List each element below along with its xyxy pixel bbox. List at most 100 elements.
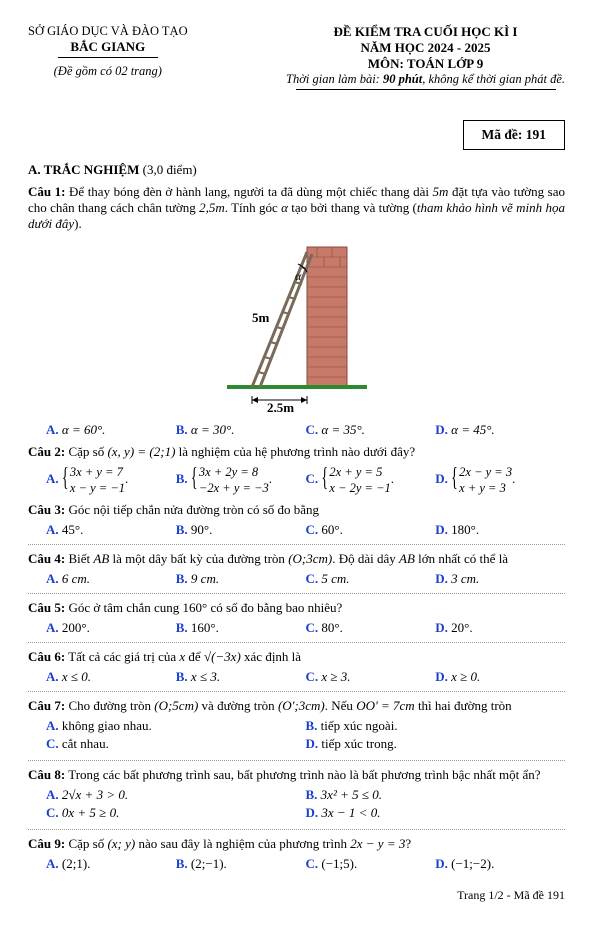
q7-t1: Cho đường tròn [68,698,154,713]
exam-title: ĐỀ KIỂM TRA CUỐI HỌC KÌ I [286,24,565,40]
q9-t2: nào sau đây là nghiệm của phương trình [135,836,350,851]
q9-opt-c: C. (−1;5). [306,856,436,872]
q7-t3: . Nếu [325,698,356,713]
q4-label: Câu 4: [28,551,65,566]
q1-len: 5m [433,184,449,199]
header-left: SỞ GIÁO DỤC VÀ ĐÀO TẠO BẮC GIANG (Đề gồm… [28,24,188,90]
q6-opt-d: D. x ≥ 0. [435,669,565,685]
time-prefix: Thời gian làm bài: [286,72,380,86]
question-3: Câu 3: Góc nội tiếp chắn nửa đường tròn … [28,502,565,518]
q9-opt-a: A. (2;1). [46,856,176,872]
q6-opt-b: B. x ≤ 3. [176,669,306,685]
q6-expr: √(−3x) [204,649,241,664]
page-footer: Trang 1/2 - Mã đề 191 [28,888,565,903]
q4-ab: AB [93,551,109,566]
q4-opt-c: C. 5 cm. [306,571,436,587]
q7-d: OO' = 7cm [356,698,415,713]
header-left-underline [58,57,158,58]
q7-opt-c: C. cắt nhau. [46,736,306,752]
page-header: SỞ GIÁO DỤC VÀ ĐÀO TẠO BẮC GIANG (Đề gồm… [28,24,565,90]
q1-options: A. α = 60°. B. α = 30°. C. α = 35°. D. α… [46,422,565,438]
q2-label: Câu 2: [28,444,65,459]
q9-options: A. (2;1). B. (2;−1). C. (−1;5). D. (−1;−… [46,856,565,872]
q4-opt-d: D. 3 cm. [435,571,565,587]
q5-text: Góc ở tâm chắn cung 160° có số đo bằng b… [68,600,342,615]
question-1: Câu 1: Để thay bóng đèn ở hành lang, ngư… [28,184,565,232]
q3-label: Câu 3: [28,502,65,517]
q1-opt-d: D. α = 45°. [435,422,565,438]
section-a-points: (3,0 điểm) [143,162,197,177]
q5-opt-a: A. 200°. [46,620,176,636]
q1-t3: . Tính góc [225,200,281,215]
province: BẮC GIANG [28,39,188,55]
q9-opt-b: B. (2;−1). [176,856,306,872]
q2-t1: Cặp số [68,444,107,459]
ladder-figure: α 5m 2,5m [28,242,565,412]
q4-opt-a: A. 6 cm. [46,571,176,587]
q9-label: Câu 9: [28,836,65,851]
section-a-heading: A. TRẮC NGHIỆM (3,0 điểm) [28,162,565,178]
q7-opt-b: B. tiếp xúc ngoài. [306,718,566,734]
q1-alpha: α [281,200,288,215]
q7-c1: (O;5cm) [154,698,198,713]
q8-opt-a: A. 2√x + 3 > 0. [46,787,306,803]
q7-opt-a: A. không giao nhau. [46,718,306,734]
q3-options: A. 45°. B. 90°. C. 60°. D. 180°. [46,522,565,538]
q1-label: Câu 1: [28,184,65,199]
q9-pair: (x; y) [107,836,135,851]
time-suffix: , không kể thời gian phát đề. [422,72,565,86]
q5-options: A. 200°. B. 160°. C. 80°. D. 20°. [46,620,565,636]
q1-opt-b: B. α = 30°. [176,422,306,438]
q1-opt-c: C. α = 35°. [306,422,436,438]
q2-pair: (x, y) = (2;1) [107,444,175,459]
divider [28,829,565,830]
dept-line: SỞ GIÁO DỤC VÀ ĐÀO TẠO [28,24,188,39]
q3-opt-b: B. 90°. [176,522,306,538]
q7-opt-d: D. tiếp xúc trong. [306,736,566,752]
q1-base: 2,5m [199,200,225,215]
time-line: Thời gian làm bài: 90 phút, không kể thờ… [286,72,565,87]
q5-opt-c: C. 80°. [306,620,436,636]
q7-t2: và đường tròn [198,698,278,713]
q2-options: A. 3x + y = 7x − y = −1. B. 3x + 2y = 8−… [46,464,565,496]
question-8: Câu 8: Trong các bất phương trình sau, b… [28,767,565,783]
ladder-svg: α 5m 2,5m [222,242,372,412]
divider [28,691,565,692]
q4-opt-b: B. 9 cm. [176,571,306,587]
question-6: Câu 6: Tất cả các giá trị của x để √(−3x… [28,649,565,665]
q6-t3: xác định là [241,649,301,664]
question-5: Câu 5: Góc ở tâm chắn cung 160° có số đo… [28,600,565,616]
q3-opt-c: C. 60°. [306,522,436,538]
q4-ab2: AB [399,551,415,566]
q5-opt-d: D. 20°. [435,620,565,636]
q9-t3: ? [405,836,411,851]
fig-angle-label: α [295,269,302,283]
section-a-label: A. TRẮC NGHIỆM [28,162,139,177]
school-year: NĂM HỌC 2024 - 2025 [286,40,565,56]
q4-t1: Biết [68,551,93,566]
q9-t1: Cặp số [68,836,107,851]
q4-options: A. 6 cm. B. 9 cm. C. 5 cm. D. 3 cm. [46,571,565,587]
fig-base-label: 2,5m [267,400,294,412]
q3-opt-d: D. 180°. [435,522,565,538]
divider [28,642,565,643]
q8-opt-c: C. 0x + 5 ≥ 0. [46,805,306,821]
q2-t2: là nghiệm của hệ phương trình nào dưới đ… [175,444,415,459]
q5-label: Câu 5: [28,600,65,615]
q9-eq: 2x − y = 3 [350,836,405,851]
q7-options: A. không giao nhau. B. tiếp xúc ngoài. C… [46,718,565,754]
q2-opt-a: A. 3x + y = 7x − y = −1. [46,464,176,496]
q2-opt-b: B. 3x + 2y = 8−2x + y = −3. [176,464,306,496]
q8-text: Trong các bất phương trình sau, bất phươ… [68,767,540,782]
header-right: ĐỀ KIỂM TRA CUỐI HỌC KÌ I NĂM HỌC 2024 -… [286,24,565,90]
page-count-note: (Đề gồm có 02 trang) [28,64,188,79]
question-9: Câu 9: Cặp số (x; y) nào sau đây là nghi… [28,836,565,852]
q8-opt-d: D. 3x − 1 < 0. [306,805,566,821]
q1-t4: tạo bởi thang và tường ( [288,200,417,215]
divider [28,544,565,545]
divider [28,593,565,594]
q6-t1: Tất cả các giá trị của [68,649,179,664]
q8-options: A. 2√x + 3 > 0. B. 3x² + 5 ≤ 0. C. 0x + … [46,787,565,823]
q6-options: A. x ≤ 0. B. x ≤ 3. C. x ≥ 3. D. x ≥ 0. [46,669,565,685]
q6-label: Câu 6: [28,649,65,664]
